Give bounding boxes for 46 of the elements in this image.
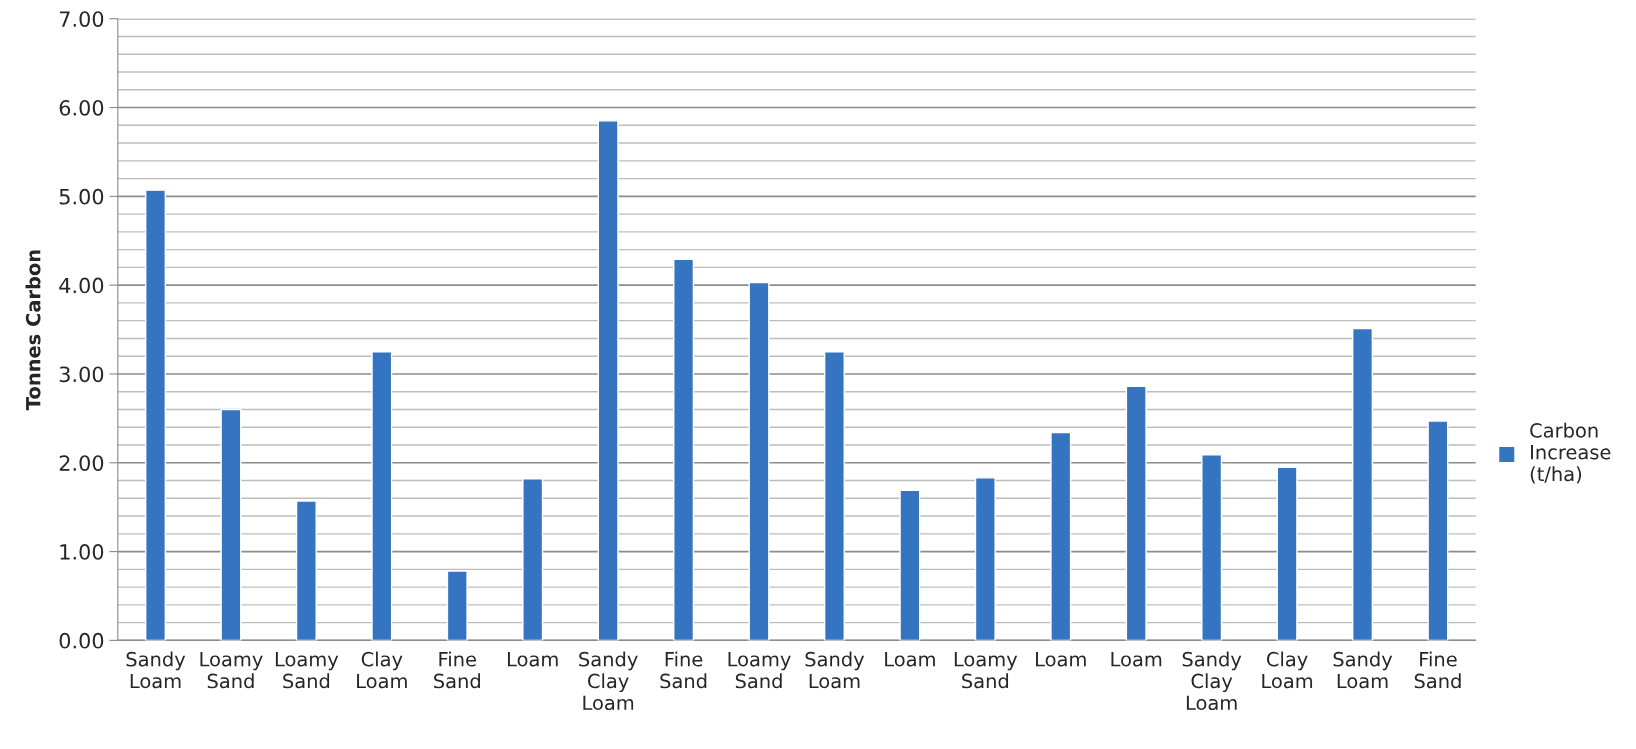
x-tick-label: Loam [1036, 652, 1086, 667]
y-tick-label: 0.00 [59, 632, 104, 649]
bar [899, 489, 921, 641]
y-tick-label: 1.00 [60, 544, 104, 560]
x-tick-label: Loamy Sand [728, 652, 791, 689]
bar [974, 477, 996, 641]
x-tick-label: Fine Sand [660, 651, 707, 689]
bar [1352, 327, 1374, 641]
bar [1427, 420, 1449, 641]
x-tick-label: Loamy Sand [275, 652, 339, 689]
x-tick-label: Sandy Loam [805, 651, 865, 689]
x-tick-label: Clay Loam [1262, 651, 1313, 689]
x-tick-label: Sandy Loam [1333, 651, 1393, 689]
x-tick-label: Loam [1111, 652, 1162, 667]
bar [522, 478, 544, 641]
x-tick-label: Sandy Loam [126, 651, 186, 689]
bar [597, 120, 619, 641]
x-tick-label: Loam [507, 652, 558, 667]
bar [220, 408, 242, 641]
y-tick-label: 5.00 [59, 188, 104, 205]
bar [1125, 385, 1147, 641]
y-tick-label: 6.00 [59, 99, 104, 116]
bar [145, 189, 167, 641]
bar [371, 351, 393, 641]
bar [1201, 454, 1223, 641]
bar [446, 570, 468, 641]
bar [823, 351, 845, 641]
bar [295, 500, 317, 641]
bar [748, 281, 770, 641]
y-tick-label: 4.00 [59, 277, 104, 294]
x-tick-label: Clay Loam [357, 651, 407, 689]
bar [1276, 466, 1298, 641]
y-tick-label: 2.00 [59, 455, 104, 471]
x-tick-label: Sandy Clay Loam [1182, 651, 1242, 711]
legend-label: Carbon Increase (t/ha) [1530, 422, 1611, 484]
x-tick-label: Loam [885, 652, 935, 667]
x-tick-label: Sandy Clay Loam [579, 651, 638, 711]
y-axis-title: Tonnes Carbon [25, 250, 41, 411]
x-tick-label: Fine Sand [434, 651, 480, 689]
bar [1050, 431, 1072, 641]
y-tick-label: 7.00 [59, 11, 104, 27]
x-tick-label: Loamy Sand [954, 652, 1018, 689]
x-tick-label: Loamy Sand [200, 652, 263, 689]
x-tick-label: Fine Sand [1414, 651, 1461, 689]
y-tick-label: 3.00 [59, 366, 104, 383]
bar [673, 258, 695, 641]
